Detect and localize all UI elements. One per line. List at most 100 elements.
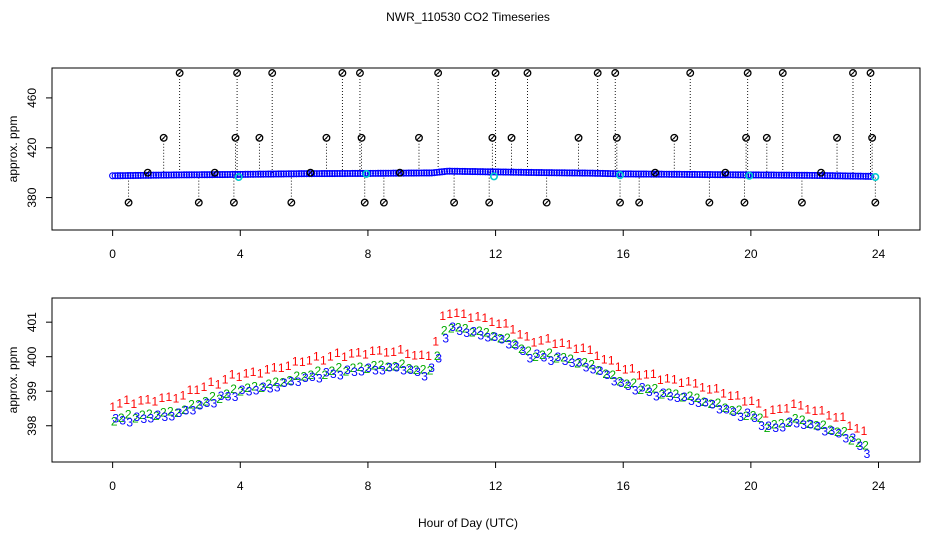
flag-point-slash: [612, 70, 618, 76]
flag-point-slash: [288, 199, 294, 206]
baseline-point: [798, 171, 806, 179]
series-2-marker: 2: [567, 352, 574, 366]
baseline-point: [790, 171, 798, 179]
baseline-point: [305, 170, 313, 178]
baseline-point: [706, 171, 714, 179]
series-1-marker: 1: [481, 311, 488, 325]
flag-point: [612, 133, 621, 142]
series-3-marker: 3: [309, 370, 316, 384]
top-y-tick-label: 380: [25, 187, 39, 207]
series-2-marker: 2: [504, 331, 511, 345]
series-3-marker: 3: [162, 410, 169, 424]
baseline-point: [757, 171, 765, 179]
flag-point-slash: [595, 70, 601, 76]
series-3-marker: 3: [147, 411, 154, 425]
series-2-marker: 2: [153, 409, 160, 423]
baseline-point: [543, 169, 551, 177]
series-1-marker: 1: [123, 393, 130, 407]
flag-point: [450, 198, 459, 207]
series-3-marker: 3: [463, 326, 470, 340]
series-2-marker: 2: [420, 362, 427, 376]
series-3-marker: 3: [407, 363, 414, 377]
series-2-marker: 2: [265, 377, 272, 391]
series-2-marker: 2: [750, 408, 757, 422]
baseline-point: [481, 168, 489, 176]
baseline-point: [783, 171, 791, 179]
series-3-marker: 3: [639, 380, 646, 394]
series-2-marker: 2: [118, 411, 125, 425]
series-2-marker: 2: [455, 320, 462, 334]
baseline-point: [193, 171, 201, 179]
baseline-point: [839, 172, 847, 180]
series-2-marker: 2: [511, 337, 518, 351]
baseline-point: [540, 169, 548, 177]
baseline-point: [578, 169, 586, 177]
series-2-marker: 2: [329, 364, 336, 378]
baseline-point: [785, 171, 793, 179]
flag-point: [740, 198, 749, 207]
chart-title: NWR_110530 CO2 Timeseries: [386, 10, 550, 24]
bottom-panel-y-axis-label: approx. ppm: [6, 347, 20, 414]
baseline-point: [714, 171, 722, 179]
flag-point-slash: [362, 199, 368, 206]
series-2-marker: 2: [146, 407, 153, 421]
flag-point-slash: [339, 70, 346, 76]
flag-point: [849, 69, 857, 77]
series-2-marker: 2: [307, 368, 314, 382]
series-2-marker: 2: [322, 368, 329, 382]
baseline-point: [709, 171, 717, 179]
flag-point: [415, 133, 423, 142]
series-1-marker: 1: [566, 338, 573, 352]
series-3-marker: 3: [730, 405, 737, 419]
baseline-point: [410, 169, 418, 177]
baseline-point: [354, 169, 362, 178]
series-3-marker: 3: [295, 375, 302, 389]
series-3-marker: 3: [843, 432, 850, 446]
baseline-point: [109, 172, 117, 180]
series-1-marker: 1: [320, 354, 327, 368]
series-2-marker: 2: [658, 388, 665, 402]
series-1-marker: 1: [460, 307, 467, 321]
flag-point: [229, 198, 238, 207]
baseline-point: [555, 169, 563, 177]
series-1-marker: 1: [313, 350, 320, 364]
baseline-point: [571, 169, 579, 177]
flag-point-slash: [381, 199, 387, 206]
series-3-marker: 3: [653, 390, 660, 404]
baseline-point: [680, 170, 689, 178]
flag-point: [778, 69, 787, 77]
flag-point: [574, 133, 583, 142]
series-3-marker: 3: [330, 367, 337, 381]
flag-point: [635, 198, 644, 207]
series-1-marker: 1: [727, 389, 734, 403]
baseline-point: [463, 167, 472, 176]
baseline-point: [675, 170, 683, 178]
series-3-marker: 3: [365, 361, 372, 375]
baseline-point: [788, 171, 796, 179]
baseline-point: [124, 172, 132, 180]
baseline-point: [576, 169, 584, 177]
baseline-point: [407, 169, 415, 177]
baseline-point: [589, 169, 597, 177]
top-x-tick-label: 4: [237, 247, 244, 261]
series-2-marker: 2: [813, 419, 820, 433]
baseline-point: [341, 169, 349, 178]
series-3-marker: 3: [442, 332, 449, 346]
series-3-marker: 3: [435, 352, 442, 366]
baseline-point: [514, 168, 523, 176]
series-2-marker: 2: [595, 364, 602, 378]
flag-point-slash: [125, 199, 132, 206]
series-1-marker: 1: [166, 390, 173, 404]
series-1-marker: 1: [306, 354, 313, 368]
series-1-marker: 1: [453, 306, 460, 320]
baseline-point: [351, 169, 359, 178]
flag-point-slash: [834, 135, 840, 141]
baseline-point: [634, 170, 643, 178]
flag-point: [434, 69, 443, 77]
baseline-point: [430, 169, 438, 177]
baseline-point: [765, 171, 773, 179]
flag-point: [485, 198, 494, 207]
baseline-point: [331, 170, 339, 178]
series-1-marker: 1: [643, 368, 650, 382]
bottom-y-tick-label: 398: [25, 415, 39, 435]
